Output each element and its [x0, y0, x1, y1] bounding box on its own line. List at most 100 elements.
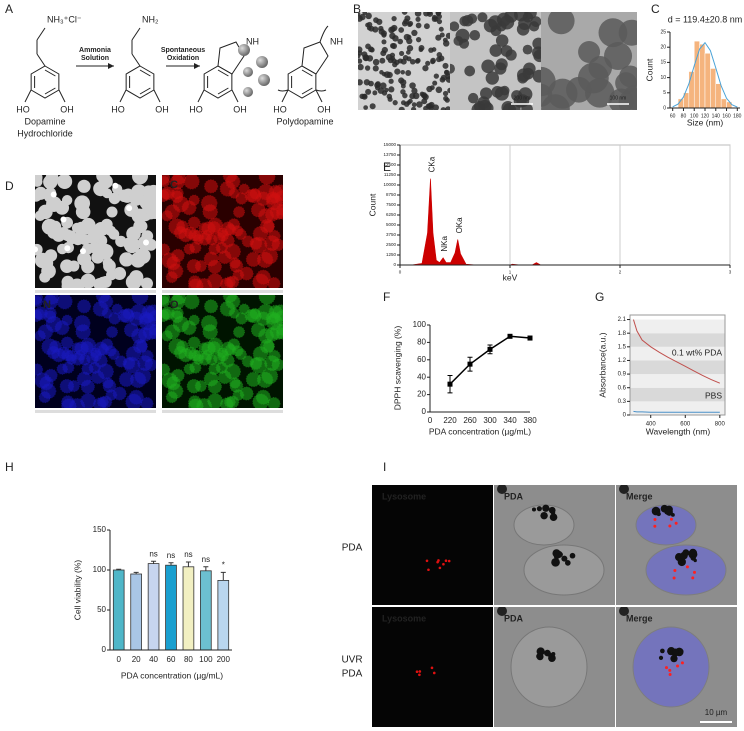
particle	[35, 243, 43, 256]
particle	[358, 63, 364, 71]
particle	[35, 295, 44, 308]
particle	[467, 92, 479, 104]
particle	[418, 44, 425, 51]
debris	[497, 485, 507, 494]
particle	[228, 187, 240, 199]
chart-title: d = 119.4±20.8 nm	[668, 14, 743, 24]
scale-strip	[162, 290, 283, 293]
particle	[128, 389, 144, 405]
particle	[129, 270, 144, 285]
arrow-head	[108, 63, 114, 69]
particle	[212, 231, 226, 245]
particle	[103, 259, 116, 273]
micrograph-background	[372, 485, 493, 605]
cell	[513, 504, 575, 546]
lysosome-signal	[669, 517, 673, 521]
particle	[547, 12, 575, 35]
bright-particle	[126, 205, 133, 212]
eds-map	[35, 295, 156, 408]
particle	[108, 192, 121, 205]
bar	[112, 569, 125, 651]
lysosome-signal	[685, 565, 689, 569]
particle	[403, 101, 410, 107]
particle	[162, 329, 173, 342]
micrograph	[494, 607, 615, 727]
x-tick-label: 600	[680, 422, 691, 428]
particle	[140, 277, 154, 288]
y-axis-label: Count	[644, 58, 654, 81]
particle	[358, 15, 363, 22]
bond	[36, 53, 46, 67]
particle	[123, 237, 140, 254]
label: OH	[233, 104, 247, 114]
cell	[523, 544, 605, 596]
lysosome-signal	[680, 661, 684, 665]
y-tick-label: 15000	[383, 142, 396, 147]
y-tick-label: 50	[97, 605, 106, 614]
y-tick-label: 8750	[386, 192, 397, 197]
particle	[259, 338, 275, 354]
particle	[485, 71, 499, 85]
particle	[381, 39, 387, 45]
particle	[423, 23, 430, 30]
bond	[153, 89, 161, 103]
particle	[372, 26, 379, 33]
y-tick-label: 2.1	[618, 317, 627, 323]
y-axis-label: Count	[367, 193, 377, 216]
particle	[361, 93, 368, 100]
particle	[229, 259, 244, 273]
x-tick-label: 180	[733, 113, 742, 119]
particle	[134, 248, 151, 264]
particle	[132, 175, 149, 185]
y-tick-label: 5	[663, 90, 666, 96]
y-tick-label: 7500	[386, 202, 397, 207]
x-tick-label: 340	[503, 416, 517, 425]
particle	[406, 37, 413, 45]
particle	[477, 96, 490, 109]
particle	[71, 352, 85, 366]
particle	[598, 18, 628, 48]
error-bar	[220, 571, 226, 581]
particle	[90, 370, 105, 385]
bond	[58, 89, 66, 103]
background-band	[630, 387, 725, 402]
particle	[149, 207, 156, 219]
pda-aggregate	[536, 653, 543, 660]
bond	[24, 89, 32, 103]
y-axis-label: DPPH scavenging (%)	[392, 326, 402, 411]
pda-aggregate	[551, 558, 560, 567]
bar	[147, 563, 160, 651]
double-bond	[44, 69, 56, 77]
particle	[450, 21, 460, 32]
y-tick-label: 80	[417, 338, 426, 347]
lysosome-signal	[442, 562, 445, 566]
x-tick-label: 100	[690, 113, 699, 119]
particle	[372, 90, 378, 96]
background-band	[630, 333, 725, 347]
label: NH	[330, 36, 343, 46]
particle	[233, 326, 246, 339]
particle	[459, 15, 470, 27]
y-tick-label: 0	[422, 407, 427, 416]
background-band	[630, 360, 725, 375]
particle	[373, 17, 379, 23]
particle	[411, 106, 417, 110]
particle	[358, 12, 361, 17]
particle	[436, 18, 443, 25]
x-tick-label: 0	[428, 416, 433, 425]
bright-particle	[143, 239, 150, 246]
particle	[374, 82, 381, 89]
cell	[645, 544, 727, 596]
particle	[365, 12, 372, 20]
particle	[363, 105, 368, 110]
lysosome-signal	[418, 673, 421, 677]
particle	[407, 22, 413, 28]
bar	[217, 580, 230, 651]
debris	[619, 485, 629, 494]
particle	[409, 93, 416, 100]
particle	[86, 232, 99, 245]
y-tick-label: 0	[393, 262, 396, 267]
plot-frame	[629, 314, 726, 416]
particle	[85, 351, 99, 365]
nanosphere	[256, 56, 268, 68]
